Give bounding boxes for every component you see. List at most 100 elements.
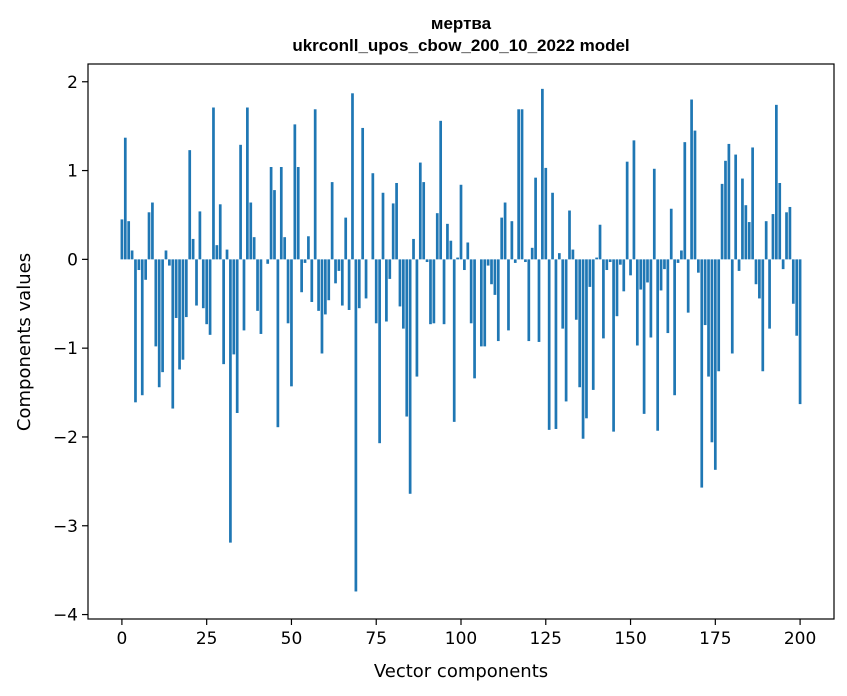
bar-6: [140, 259, 144, 396]
bar-187: [754, 259, 758, 285]
x-tick-label-1: 25: [196, 629, 218, 649]
bar-156: [649, 259, 653, 338]
bar-160: [663, 259, 666, 270]
bar-99: [456, 257, 459, 260]
bar-54: [303, 259, 307, 263]
y-tick-label-0: −4: [53, 606, 78, 626]
bar-15: [171, 259, 175, 409]
bar-189: [761, 259, 765, 372]
bar-171: [700, 259, 704, 488]
bar-154: [642, 259, 646, 414]
bar-72: [364, 259, 368, 299]
bar-0: [120, 219, 124, 260]
bar-192: [771, 214, 775, 260]
bar-14: [168, 259, 171, 266]
y-tick-label-6: 2: [67, 73, 78, 93]
bar-69: [354, 259, 358, 592]
bar-142: [602, 259, 605, 339]
bar-175: [713, 259, 717, 470]
bar-5: [137, 259, 141, 271]
bar-78: [385, 259, 388, 322]
bar-76: [378, 259, 381, 444]
bar-60: [324, 259, 327, 315]
bar-19: [184, 259, 188, 318]
bar-109: [490, 259, 493, 285]
bar-65: [340, 259, 344, 306]
bar-164: [676, 259, 680, 263]
bar-38: [249, 202, 253, 260]
bar-198: [791, 259, 795, 304]
bar-2: [127, 221, 131, 260]
bar-86: [412, 238, 415, 260]
bar-159: [659, 259, 663, 291]
bar-68: [351, 93, 354, 260]
bar-89: [422, 182, 426, 260]
bar-113: [503, 202, 507, 260]
y-tick-label-1: −3: [53, 517, 78, 537]
x-tick-label-8: 200: [784, 629, 816, 649]
bar-49: [286, 259, 290, 324]
bar-25: [205, 259, 209, 325]
x-tick-label-6: 150: [614, 629, 646, 649]
bar-188: [758, 259, 761, 299]
bar-184: [744, 205, 748, 260]
bar-82: [398, 259, 402, 307]
bar-44: [269, 167, 273, 260]
bar-85: [408, 259, 412, 494]
bar-163: [673, 259, 676, 396]
bar-129: [557, 253, 561, 260]
bar-50: [290, 259, 293, 387]
bar-168: [690, 99, 693, 260]
bar-152: [635, 259, 639, 346]
bar-74: [371, 173, 375, 260]
bar-43: [266, 259, 270, 264]
bar-70: [357, 259, 361, 309]
y-tick-label-2: −2: [53, 428, 78, 448]
bar-62: [330, 182, 334, 260]
bar-45: [273, 190, 276, 260]
bar-186: [751, 147, 754, 260]
bar-9: [151, 202, 154, 260]
bar-139: [591, 259, 595, 390]
bar-16: [174, 259, 178, 318]
bar-112: [500, 217, 504, 260]
bar-28: [215, 245, 219, 260]
bar-167: [686, 259, 690, 313]
bar-4: [134, 259, 137, 403]
chart-title-line1: мертва: [431, 14, 492, 33]
bar-196: [785, 212, 788, 260]
bar-20: [188, 150, 192, 260]
y-tick-label-5: 1: [67, 162, 78, 182]
bar-97: [449, 240, 453, 260]
bar-174: [710, 259, 714, 443]
bar-125: [544, 167, 548, 260]
plot-area-frame: [87, 63, 835, 620]
bar-92: [432, 259, 436, 324]
bar-116: [513, 259, 517, 263]
bar-23: [198, 211, 202, 260]
bar-101: [463, 259, 466, 271]
bar-40: [256, 259, 259, 311]
x-axis-label: Vector components: [374, 661, 548, 682]
bar-199: [795, 259, 799, 336]
bar-128: [554, 259, 558, 429]
bar-140: [595, 257, 598, 260]
bar-102: [466, 242, 470, 260]
bar-91: [429, 259, 432, 325]
bar-150: [629, 259, 632, 276]
bar-132: [568, 210, 571, 260]
x-tick-label-4: 100: [445, 629, 477, 649]
bar-200: [798, 259, 802, 405]
bar-143: [605, 259, 609, 271]
bar-1: [123, 137, 127, 260]
bar-41: [259, 259, 263, 334]
y-axis-label: Components values: [14, 253, 35, 431]
bar-157: [652, 168, 656, 260]
x-tick-label-7: 175: [699, 629, 731, 649]
bar-138: [588, 259, 592, 287]
bar-145: [612, 259, 615, 432]
bar-151: [632, 140, 636, 260]
bar-56: [310, 259, 314, 302]
bar-153: [639, 259, 643, 290]
bar-147: [619, 259, 622, 265]
